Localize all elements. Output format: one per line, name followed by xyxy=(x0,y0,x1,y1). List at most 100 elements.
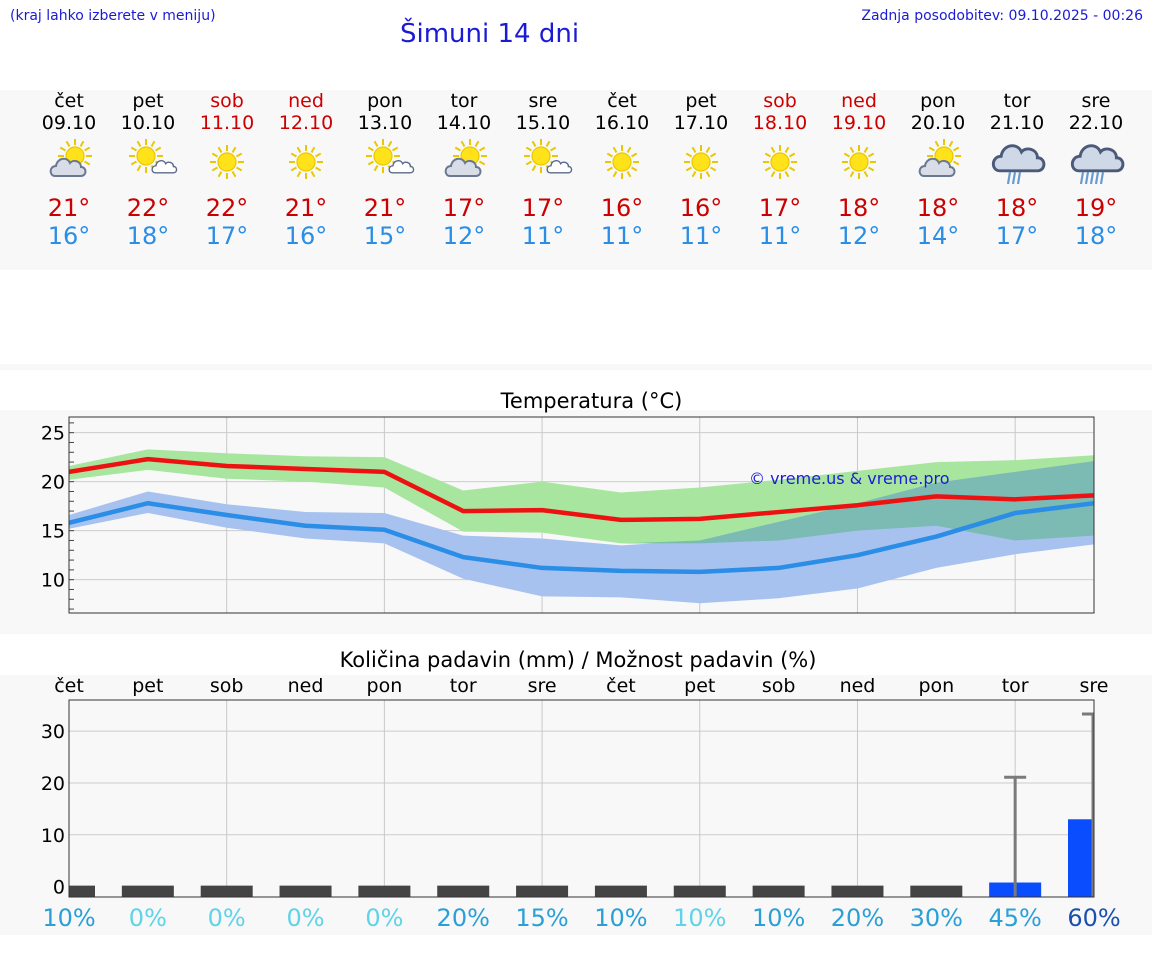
min-temp: 11° xyxy=(600,222,644,250)
min-temp: 12° xyxy=(442,222,486,250)
sun-ray xyxy=(236,166,243,172)
sun-shape xyxy=(927,139,961,173)
min-temp: 17° xyxy=(205,222,249,250)
sun-shape xyxy=(129,139,163,173)
precip-bar xyxy=(516,885,569,897)
sun-ray xyxy=(231,146,237,153)
day-name: ned xyxy=(841,90,877,112)
plot-frame xyxy=(68,699,1095,898)
sun-ray xyxy=(764,166,771,172)
day-date: 18.10 xyxy=(752,112,808,134)
min-temp: 12° xyxy=(837,222,881,250)
day-date: 13.10 xyxy=(357,112,413,134)
day-column: pet 10.10 22° 18° xyxy=(108,90,188,250)
min-temp: 15° xyxy=(363,222,407,250)
cloud-body xyxy=(918,157,956,177)
sun-ray xyxy=(631,152,638,158)
cloud-shape xyxy=(991,144,1046,173)
sun-ray xyxy=(155,146,162,152)
sun-ray xyxy=(631,166,638,172)
sun-ray xyxy=(863,146,869,153)
precip-bar xyxy=(673,885,726,897)
x-tick-label: sre xyxy=(528,675,557,697)
day-name: pon xyxy=(920,90,956,112)
cloud-shape xyxy=(918,157,956,177)
day-name: sob xyxy=(763,90,797,112)
cloud-shape xyxy=(388,160,415,174)
sun-shape xyxy=(842,145,876,179)
rain-drop xyxy=(1084,171,1090,185)
sun-ray xyxy=(479,146,486,152)
precip-probability: 0% xyxy=(208,904,246,932)
sun-disc xyxy=(296,152,316,172)
min-temp: 14° xyxy=(916,222,960,250)
sun-ray xyxy=(460,140,466,147)
sun-ray xyxy=(612,146,618,153)
x-tick-label: ned xyxy=(840,675,876,697)
sun-ray xyxy=(474,140,480,147)
day-date: 17.10 xyxy=(673,112,729,134)
cloud-shape xyxy=(546,160,573,174)
day-date: 16.10 xyxy=(594,112,650,134)
precip-probability: 20% xyxy=(437,904,490,932)
day-date: 12.10 xyxy=(278,112,334,134)
min-temp: 16° xyxy=(284,222,328,250)
day-column: pon 20.10 18° 14° xyxy=(898,90,978,250)
x-tick-label: sob xyxy=(210,675,244,697)
day-name: sre xyxy=(1081,90,1111,112)
y-tick-label: 0 xyxy=(53,877,65,899)
day-name: tor xyxy=(450,90,478,112)
weather-icon xyxy=(819,136,899,188)
sun-ray xyxy=(685,166,692,172)
day-column: tor 21.10 18° 17° xyxy=(977,90,1057,250)
sun-disc xyxy=(217,152,237,172)
chart-title: Količina padavin (mm) / Možnost padavin … xyxy=(340,648,817,672)
sun-ray xyxy=(770,171,776,178)
sun-icon xyxy=(605,145,639,179)
day-column: pon 13.10 21° 15° xyxy=(345,90,425,250)
sun-ray xyxy=(59,146,66,152)
sun-ray xyxy=(290,166,297,172)
day-date: 22.10 xyxy=(1068,112,1124,134)
precip-bar xyxy=(358,885,411,897)
min-temp: 11° xyxy=(758,222,802,250)
day-name: pet xyxy=(132,90,164,112)
day-column: ned 12.10 21° 16° xyxy=(266,90,346,250)
sun-ray xyxy=(387,140,393,147)
chart-title: Temperatura (°C) xyxy=(500,389,683,413)
min-temp: 11° xyxy=(679,222,723,250)
plot-area xyxy=(69,700,1094,897)
sun-ray xyxy=(231,171,237,178)
sun-ray xyxy=(211,152,218,158)
sun-ray xyxy=(606,166,613,172)
weather-icon xyxy=(977,136,1057,188)
x-tick-label: pet xyxy=(132,675,163,697)
precip-probability: 0% xyxy=(129,904,167,932)
weather-icon xyxy=(266,136,346,188)
sun-shape xyxy=(763,145,797,179)
sun-ray xyxy=(392,146,399,152)
weather-icon xyxy=(345,136,425,188)
sun-ray xyxy=(296,146,302,153)
precip-bar xyxy=(121,885,174,897)
sun-ray xyxy=(685,152,692,158)
x-tick-label: ned xyxy=(288,675,324,697)
sun-disc xyxy=(136,146,156,166)
sun-ray xyxy=(863,171,869,178)
sun-ray xyxy=(479,160,486,166)
sun-ray xyxy=(868,152,875,158)
sun-disc xyxy=(770,152,790,172)
sun-disc xyxy=(691,152,711,172)
sun-ray xyxy=(784,171,790,178)
day-column: sre 22.10 19° 18° xyxy=(1056,90,1136,250)
min-temp: 18° xyxy=(1074,222,1118,250)
max-temp: 22° xyxy=(126,194,170,222)
y-tick-label: 20 xyxy=(41,773,65,795)
day-column: sre 15.10 17° 11° xyxy=(503,90,583,250)
sun-ray xyxy=(310,146,316,153)
temperature-chart: Temperatura (°C) 10 15 20 25 © vreme.us & vre… xyxy=(41,389,1095,614)
sun-cloud-icon xyxy=(49,139,92,177)
max-temp: 18° xyxy=(837,194,881,222)
max-temp: 16° xyxy=(679,194,723,222)
last-updated: Zadnja posodobitev: 09.10.2025 - 00:26 xyxy=(861,8,1143,24)
